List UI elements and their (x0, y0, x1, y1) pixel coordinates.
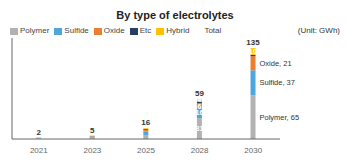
svg-text:2023: 2023 (84, 146, 102, 155)
html-text:By type of electrolytes: By type of electrolytes (116, 9, 234, 21)
svg-text:6: 6 (197, 103, 201, 110)
svg-text:Polymer, 65: Polymer, 65 (260, 113, 300, 122)
svg-text:59: 59 (195, 89, 204, 98)
svg-text:135: 135 (246, 38, 260, 47)
svg-text:2: 2 (36, 128, 41, 137)
html-text:Total: Total (204, 26, 222, 35)
html-text:Etc: Etc (139, 26, 152, 35)
html-text:Oxide: Oxide (103, 26, 125, 35)
svg-text:16: 16 (196, 109, 204, 116)
svg-text:5: 5 (90, 126, 95, 135)
html-text:Sulfide: Sulfide (64, 26, 89, 35)
html-text:Polymer: Polymer (20, 26, 50, 35)
html-text:(Unit: GWh): (Unit: GWh) (297, 26, 340, 35)
svg-text:10: 10 (249, 48, 257, 55)
svg-text:4: 4 (197, 96, 202, 104)
svg-text:2021: 2021 (30, 146, 48, 155)
svg-text:2025: 2025 (137, 146, 155, 155)
svg-text:31: 31 (196, 125, 204, 132)
html-text:Hybrid: Hybrid (166, 26, 190, 35)
svg-text:2028: 2028 (191, 146, 209, 155)
svg-text:Oxide, 21: Oxide, 21 (260, 59, 292, 68)
svg-text:2030: 2030 (244, 146, 262, 155)
svg-text:Sulfide, 37: Sulfide, 37 (260, 78, 295, 87)
svg-text:16: 16 (141, 118, 150, 127)
